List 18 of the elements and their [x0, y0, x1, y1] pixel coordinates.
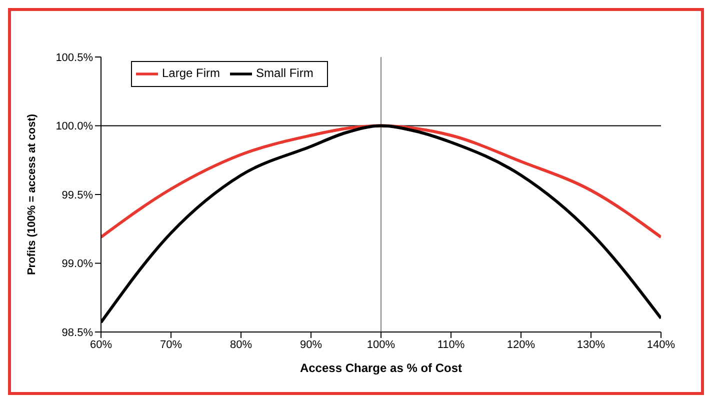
x-tick-label: 90%	[300, 338, 322, 351]
x-tick-label: 70%	[160, 338, 182, 351]
y-tick-label: 98.5%	[62, 326, 94, 339]
x-axis-title: Access Charge as % of Cost	[300, 361, 462, 375]
x-tick-label: 100%	[366, 338, 396, 351]
legend-label: Large Firm	[162, 66, 220, 80]
y-tick-label: 99.5%	[62, 189, 94, 202]
x-tick-label: 130%	[576, 338, 606, 351]
legend-label: Small Firm	[256, 66, 314, 80]
y-tick-label: 100.5%	[56, 52, 94, 64]
x-tick-label: 140%	[646, 338, 676, 351]
x-tick-label: 60%	[90, 338, 112, 351]
y-axis-title: Profits (100% = access at cost)	[26, 114, 38, 276]
y-tick-label: 99.0%	[62, 258, 94, 270]
x-tick-label: 80%	[230, 338, 252, 351]
x-tick-label: 120%	[506, 338, 536, 351]
x-tick-label: 110%	[437, 338, 465, 351]
y-tick-label: 100.0%	[56, 120, 94, 133]
